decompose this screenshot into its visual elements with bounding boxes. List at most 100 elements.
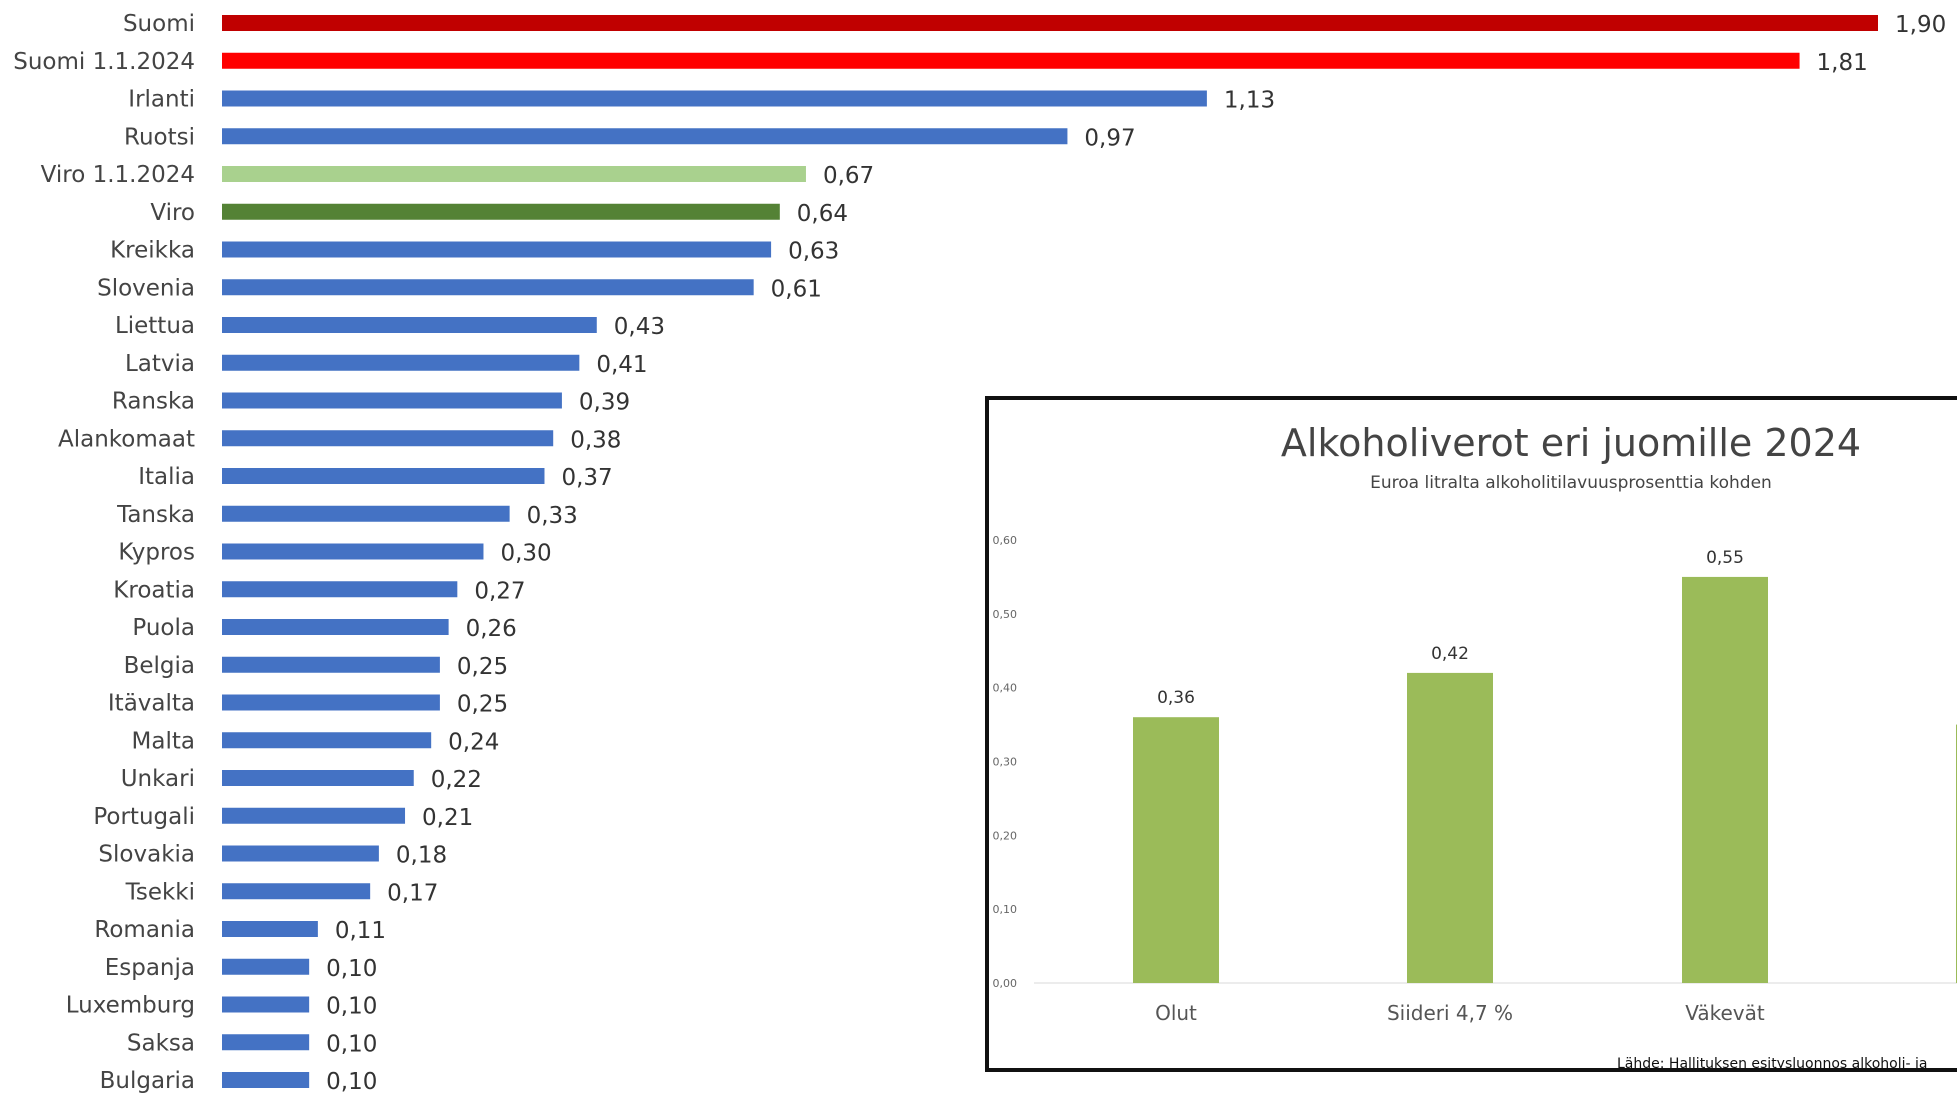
country-label: Irlanti xyxy=(128,87,195,113)
country-label: Alankomaat xyxy=(58,426,195,452)
country-label: Itävalta xyxy=(108,691,195,717)
inset-y-tick: 0,40 xyxy=(993,682,1018,695)
country-label: Viro 1.1.2024 xyxy=(41,162,195,188)
country-bar xyxy=(222,128,1068,145)
country-label: Kypros xyxy=(118,540,195,566)
country-bar xyxy=(222,468,545,484)
country-label: Malta xyxy=(132,728,195,754)
country-label: Tsekki xyxy=(125,879,195,905)
bar-value-label: 0,22 xyxy=(431,767,482,793)
country-label: Ranska xyxy=(112,389,195,415)
country-bar xyxy=(222,958,310,975)
inset-bar xyxy=(1407,672,1493,983)
country-label: Portugali xyxy=(93,804,195,830)
inset-category-label: Olut xyxy=(1155,1001,1197,1025)
country-label: Unkari xyxy=(121,766,195,792)
bar-value-label: 0,21 xyxy=(422,805,473,831)
bar-value-label: 1,81 xyxy=(1817,50,1868,76)
inset-category-label: Siideri 4,7 % xyxy=(1387,1001,1513,1025)
inset-bar-value-label: 0,55 xyxy=(1706,548,1744,568)
inset-bar xyxy=(1682,576,1768,983)
bar-value-label: 0,41 xyxy=(596,352,647,378)
country-bar xyxy=(222,203,780,220)
country-label: Liettua xyxy=(115,313,195,339)
inset-y-tick: 0,30 xyxy=(993,756,1018,769)
bar-value-label: 0,38 xyxy=(570,427,621,453)
country-bar xyxy=(222,392,562,409)
country-bar xyxy=(222,52,1800,69)
inset-category-label: Väkevät xyxy=(1685,1001,1765,1025)
bar-value-label: 0,67 xyxy=(823,163,874,189)
bar-value-label: 0,30 xyxy=(500,541,551,567)
inset-source-note: Lähde: Hallituksen esitysluonnos alkohol… xyxy=(1617,1056,1927,1072)
country-label: Italia xyxy=(138,464,195,490)
bar-value-label: 0,26 xyxy=(466,616,517,642)
bar-value-label: 0,37 xyxy=(561,465,612,491)
country-bar xyxy=(222,807,406,824)
bar-value-label: 0,11 xyxy=(335,918,386,944)
country-label: Espanja xyxy=(105,955,195,981)
country-bar xyxy=(222,1034,310,1051)
country-bar xyxy=(222,694,440,711)
bar-value-label: 1,90 xyxy=(1895,12,1946,38)
bar-value-label: 0,43 xyxy=(614,314,665,340)
inset-bar xyxy=(1133,717,1219,983)
bar-value-label: 0,64 xyxy=(797,201,848,227)
country-bar xyxy=(222,996,310,1013)
inset-bar-value-label: 0,36 xyxy=(1157,688,1195,708)
bar-value-label: 0,10 xyxy=(326,1069,377,1095)
bar-value-label: 0,24 xyxy=(448,729,499,755)
country-bar xyxy=(222,241,772,258)
country-label: Bulgaria xyxy=(100,1068,195,1094)
bar-value-label: 0,10 xyxy=(326,1031,377,1057)
bar-value-label: 0,61 xyxy=(771,276,822,302)
country-bar xyxy=(222,90,1207,107)
country-bar xyxy=(222,166,806,182)
country-bar xyxy=(222,770,414,786)
country-bar xyxy=(222,619,449,635)
bar-value-label: 0,27 xyxy=(474,578,525,604)
bar-value-label: 0,10 xyxy=(326,994,377,1020)
country-label: Tanska xyxy=(116,502,195,528)
country-label: Romania xyxy=(94,917,195,943)
inset-y-tick: 0,10 xyxy=(993,903,1018,916)
bar-value-label: 0,97 xyxy=(1084,125,1135,151)
bar-value-label: 0,10 xyxy=(326,956,377,982)
inset-chart-title: Alkoholiverot eri juomille 2024 xyxy=(1281,421,1861,465)
inset-y-tick: 0,60 xyxy=(993,534,1018,547)
inset-bar-value-label: 0,42 xyxy=(1431,644,1469,664)
country-bar xyxy=(222,505,510,522)
country-bar xyxy=(222,921,318,937)
bar-value-label: 0,25 xyxy=(457,654,508,680)
country-label: Slovakia xyxy=(98,842,195,868)
inset-chart-subtitle: Euroa litralta alkoholitilavuusprosentti… xyxy=(1370,473,1772,493)
country-label: Puola xyxy=(132,615,195,641)
country-label: Luxemburg xyxy=(66,993,195,1019)
country-bar xyxy=(222,354,580,371)
inset-beverage-tax-chart: Alkoholiverot eri juomille 2024 Euroa li… xyxy=(993,421,1957,1072)
country-label: Suomi xyxy=(123,11,195,37)
country-bar xyxy=(222,581,458,598)
country-label: Saksa xyxy=(127,1030,195,1056)
country-label: Slovenia xyxy=(97,275,195,301)
inset-y-tick: 0,20 xyxy=(993,829,1018,842)
bar-value-label: 1,13 xyxy=(1224,88,1275,114)
country-label: Ruotsi xyxy=(124,124,195,150)
country-bar xyxy=(222,15,1878,31)
country-bar xyxy=(222,543,484,560)
country-label: Suomi 1.1.2024 xyxy=(13,49,195,75)
bar-value-label: 0,39 xyxy=(579,390,630,416)
country-label: Viro xyxy=(150,200,195,226)
country-bar xyxy=(222,845,379,862)
bar-value-label: 0,63 xyxy=(788,239,839,265)
bar-value-label: 0,33 xyxy=(527,503,578,529)
country-label: Belgia xyxy=(124,653,195,679)
inset-y-tick: 0,50 xyxy=(993,608,1018,621)
country-label: Kreikka xyxy=(110,238,195,264)
country-bar xyxy=(222,430,554,447)
country-bar xyxy=(222,732,432,749)
country-bar xyxy=(222,279,754,296)
country-bar xyxy=(222,1072,310,1088)
country-bar xyxy=(222,883,371,900)
